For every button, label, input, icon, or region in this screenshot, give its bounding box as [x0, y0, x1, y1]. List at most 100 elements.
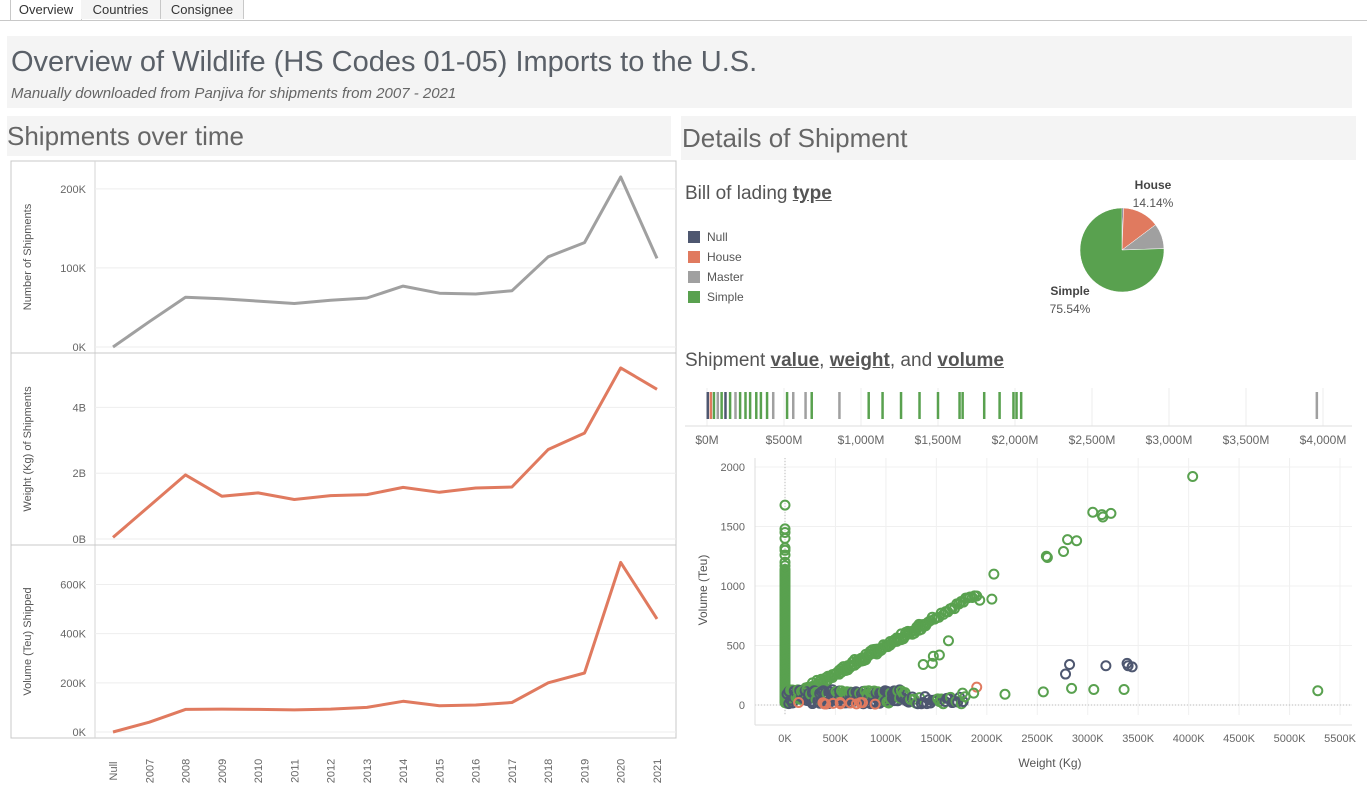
svw-title: Shipment value, weight, and volume — [685, 350, 1004, 372]
scatter-point — [1060, 668, 1072, 680]
scatter-point — [793, 697, 805, 709]
scatter-y-tick-label: 0 — [739, 700, 745, 712]
scatter-point — [1122, 660, 1134, 672]
left-section-band — [7, 116, 671, 156]
line-charts: 0K 100K 200K Number of Shipments 0B 2B 4B Weigh… — [10, 160, 677, 783]
legend-label-house: House — [707, 250, 742, 264]
strip-tick-label: $2,500M — [1069, 433, 1116, 447]
legend-swatch-master — [688, 271, 700, 283]
value-link[interactable]: value — [770, 350, 820, 371]
scatter-point — [926, 657, 938, 669]
scatter-x-tick-label: 3000K — [1072, 733, 1104, 745]
bol-title-prefix: Bill of lading — [685, 183, 793, 204]
scatter-point — [857, 697, 869, 709]
y-tick-label: 0K — [73, 342, 87, 354]
x-tick-label: 2008 — [181, 759, 193, 783]
scatter-point — [779, 563, 791, 575]
scatter-point — [988, 568, 1000, 580]
scatter-point — [1071, 535, 1083, 547]
y-axis-label: Number of Shipments — [22, 203, 34, 310]
svw-sep-1: , — [819, 350, 830, 371]
scatter-point — [926, 611, 938, 623]
y-axis-label: Weight (Kg) of Shipments — [22, 386, 34, 512]
x-tick-label: 2019 — [579, 759, 591, 783]
scatter-x-tick-label: 3500K — [1122, 733, 1154, 745]
tab-consignee[interactable]: Consignee — [161, 0, 244, 19]
line-charts-frame — [10, 160, 677, 739]
volume-link[interactable]: volume — [937, 350, 1004, 371]
pie-slice-simple — [1079, 207, 1165, 293]
scatter-point — [1187, 471, 1199, 483]
scatter-y-tick-label: 2000 — [721, 462, 745, 474]
scatter-point — [957, 687, 969, 699]
series-line — [112, 175, 659, 349]
series-line — [112, 560, 659, 734]
scatter-x-tick-label: 500K — [823, 733, 849, 745]
y-tick-label: 0K — [73, 727, 87, 739]
scatter-x-tick-label: 1000K — [870, 733, 902, 745]
scatter-point — [1066, 682, 1078, 694]
scatter-point — [779, 549, 791, 561]
scatter-point — [1041, 551, 1053, 563]
page-title: Overview of Wildlife (HS Codes 01-05) Im… — [11, 46, 758, 78]
x-tick-label: 2012 — [326, 759, 338, 783]
scatter-point — [974, 594, 986, 606]
legend-label-master: Master — [707, 270, 744, 284]
y-tick-label: 2B — [73, 468, 86, 480]
scatter-y-tick-label: 500 — [727, 641, 745, 653]
x-tick-label: 2020 — [616, 759, 628, 783]
strip-tick-label: $1,000M — [838, 433, 885, 447]
page-subtitle: Manually downloaded from Panjiva for shi… — [11, 85, 457, 102]
legend-label-simple: Simple — [707, 290, 744, 304]
x-tick-label: Null — [108, 762, 120, 781]
scatter-point — [1100, 660, 1112, 672]
scatter-point — [927, 650, 939, 662]
y-tick-label: 200K — [60, 184, 86, 196]
strip-tick-label: $3,500M — [1223, 433, 1270, 447]
strip-tick-label: $500M — [766, 433, 803, 447]
scatter-point — [942, 635, 954, 647]
x-tick-label: 2010 — [253, 759, 265, 783]
scatter-x-tick-label: 5000K — [1274, 733, 1306, 745]
x-tick-label: 2018 — [543, 759, 555, 783]
pie-label-simple-value: 75.54% — [1050, 302, 1091, 316]
scatter-point — [1064, 659, 1076, 671]
scatter-point — [1062, 534, 1074, 546]
left-section-title: Shipments over time — [7, 121, 244, 151]
x-tick-label: 2013 — [362, 759, 374, 783]
x-tick-label: 2009 — [217, 759, 229, 783]
scatter-point — [999, 688, 1011, 700]
strip-tick-label: $1,500M — [915, 433, 962, 447]
scatter-x-tick-label: 1500K — [920, 733, 952, 745]
scatter-x-tick-label: 4000K — [1173, 733, 1205, 745]
scatter-point — [986, 593, 998, 605]
right-section-title: Details of Shipment — [682, 123, 908, 153]
scatter-point — [845, 697, 857, 709]
legend-swatch-house — [688, 251, 700, 263]
weight-link[interactable]: weight — [829, 350, 890, 371]
tab-overview[interactable]: Overview — [10, 0, 82, 20]
scatter-point — [779, 499, 791, 511]
legend-label-null: Null — [707, 230, 728, 244]
scatter-point — [869, 698, 881, 710]
bol-type-link[interactable]: type — [792, 183, 832, 204]
scatter-y-label: Volume (Teu) — [696, 555, 710, 626]
scatter-x-tick-label: 2500K — [1021, 733, 1053, 745]
tab-bar: Overview Countries Consignee — [0, 0, 1367, 21]
strip-tick-label: $2,000M — [992, 433, 1039, 447]
line-charts-border — [10, 160, 677, 739]
scatter-point — [1312, 685, 1324, 697]
y-tick-label: 100K — [60, 263, 86, 275]
y-tick-label: 4B — [73, 402, 86, 414]
tab-countries[interactable]: Countries — [81, 0, 161, 19]
scatter-point — [818, 698, 830, 710]
scatter-point — [834, 698, 846, 710]
header-band — [7, 36, 1352, 108]
y-tick-label: 200K — [60, 678, 86, 690]
scatter-point — [1118, 684, 1130, 696]
x-tick-label: 2007 — [144, 759, 156, 783]
y-tick-label: 0B — [73, 534, 86, 546]
svw-prefix: Shipment — [685, 350, 771, 371]
strip-tick-label: $3,000M — [1146, 433, 1193, 447]
scatter-point — [917, 659, 929, 671]
